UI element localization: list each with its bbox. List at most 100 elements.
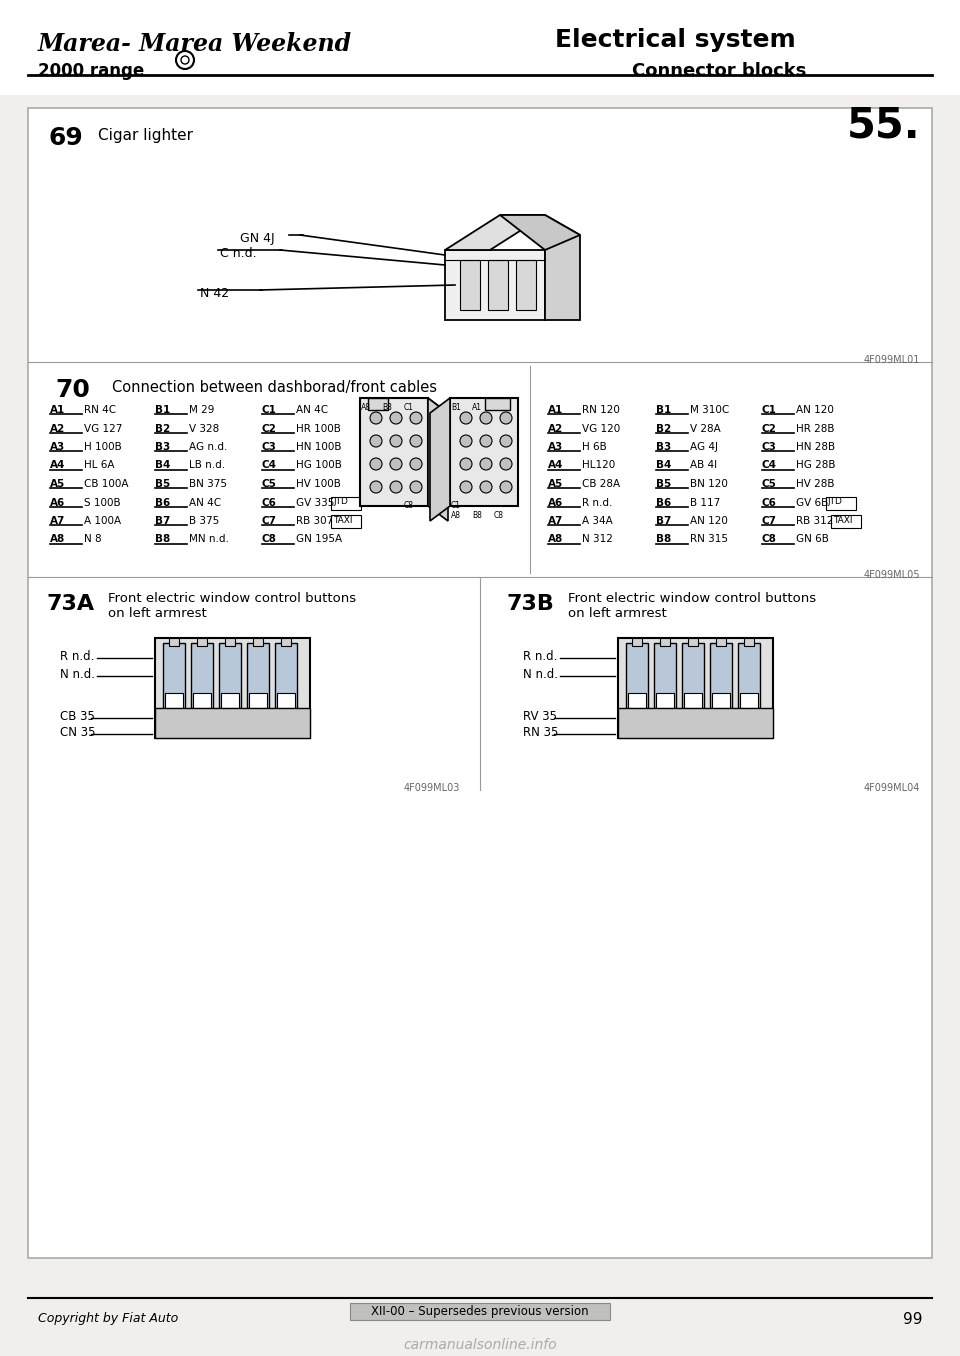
Text: B1: B1	[155, 405, 170, 415]
Circle shape	[480, 481, 492, 494]
Bar	[618, 639, 773, 738]
Text: C3: C3	[262, 442, 276, 452]
Text: 69: 69	[48, 126, 83, 151]
Bar	[163, 643, 185, 708]
Text: B2: B2	[656, 423, 671, 434]
Text: RV 35: RV 35	[523, 711, 557, 723]
Text: H 100B: H 100B	[84, 442, 122, 452]
Bar	[247, 643, 269, 708]
Bar	[450, 399, 518, 506]
Text: B8: B8	[656, 534, 671, 545]
Text: H 6B: H 6B	[582, 442, 607, 452]
Circle shape	[500, 458, 512, 471]
Text: HG 28B: HG 28B	[796, 461, 835, 471]
Text: N 8: N 8	[84, 534, 102, 545]
Text: A4: A4	[50, 461, 65, 471]
Text: AN 4C: AN 4C	[189, 498, 221, 507]
Polygon shape	[488, 260, 508, 311]
Bar	[331, 496, 361, 510]
Bar	[277, 693, 295, 708]
Text: Electrical system: Electrical system	[555, 28, 796, 52]
Circle shape	[460, 412, 472, 424]
Bar	[618, 708, 773, 738]
Bar	[249, 693, 267, 708]
Text: GV 335: GV 335	[296, 498, 334, 507]
Circle shape	[410, 481, 422, 494]
Text: HV 100B: HV 100B	[296, 479, 341, 490]
Text: A8: A8	[451, 511, 461, 519]
Text: B2: B2	[155, 423, 170, 434]
Bar	[656, 693, 674, 708]
Text: XII-00 – Supersedes previous version: XII-00 – Supersedes previous version	[372, 1304, 588, 1318]
Text: HL 6A: HL 6A	[84, 461, 114, 471]
Bar	[684, 693, 702, 708]
Text: C3: C3	[762, 442, 777, 452]
Text: B1: B1	[656, 405, 671, 415]
Text: C1: C1	[451, 500, 461, 510]
Text: C n.d.: C n.d.	[220, 247, 256, 260]
Circle shape	[500, 435, 512, 447]
Circle shape	[480, 458, 492, 471]
Text: M 310C: M 310C	[690, 405, 730, 415]
Text: CB 28A: CB 28A	[582, 479, 620, 490]
Bar	[716, 639, 726, 645]
Text: AN 120: AN 120	[690, 517, 728, 526]
Bar	[165, 693, 183, 708]
Polygon shape	[368, 399, 388, 410]
Circle shape	[480, 435, 492, 447]
Bar	[0, 0, 960, 95]
Text: Front electric window control buttons
on left armrest: Front electric window control buttons on…	[568, 593, 816, 620]
Text: AG n.d.: AG n.d.	[189, 442, 228, 452]
Text: B 375: B 375	[189, 517, 219, 526]
Text: B7: B7	[155, 517, 170, 526]
Text: A4: A4	[548, 461, 564, 471]
Bar	[660, 639, 670, 645]
Text: B3: B3	[656, 442, 671, 452]
Text: VG 127: VG 127	[84, 423, 122, 434]
Bar	[738, 643, 760, 708]
Text: B1: B1	[451, 403, 461, 412]
Bar	[28, 108, 932, 1258]
Text: N n.d.: N n.d.	[60, 669, 95, 681]
Text: BN 375: BN 375	[189, 479, 227, 490]
Bar	[740, 693, 758, 708]
Bar	[331, 515, 361, 527]
Text: VG 120: VG 120	[582, 423, 620, 434]
Bar	[682, 643, 704, 708]
Text: Front electric window control buttons
on left armrest: Front electric window control buttons on…	[108, 593, 356, 620]
Bar	[193, 693, 211, 708]
Text: RN 315: RN 315	[690, 534, 728, 545]
Text: A2: A2	[548, 423, 564, 434]
Text: HG 100B: HG 100B	[296, 461, 342, 471]
Text: M 29: M 29	[189, 405, 214, 415]
Text: carmanualsonline.info: carmanualsonline.info	[403, 1338, 557, 1352]
Text: C7: C7	[762, 517, 777, 526]
Circle shape	[370, 481, 382, 494]
Text: V 328: V 328	[189, 423, 219, 434]
Text: 4F099ML01: 4F099ML01	[864, 355, 920, 365]
Text: C6: C6	[762, 498, 777, 507]
Bar	[281, 639, 291, 645]
Text: B8: B8	[472, 511, 482, 519]
Circle shape	[390, 481, 402, 494]
Text: A3: A3	[50, 442, 65, 452]
Text: HN 100B: HN 100B	[296, 442, 342, 452]
Text: B3: B3	[155, 442, 170, 452]
Text: C1: C1	[762, 405, 777, 415]
Text: B6: B6	[656, 498, 671, 507]
Text: 99: 99	[902, 1313, 922, 1328]
Text: N 42: N 42	[200, 287, 229, 300]
Text: CN 35: CN 35	[60, 725, 95, 739]
Text: GV 6B: GV 6B	[796, 498, 828, 507]
Text: AB 4I: AB 4I	[690, 461, 717, 471]
Polygon shape	[516, 260, 536, 311]
Bar	[632, 639, 642, 645]
Text: B7: B7	[656, 517, 671, 526]
Circle shape	[370, 412, 382, 424]
Text: A7: A7	[548, 517, 564, 526]
Circle shape	[480, 412, 492, 424]
Text: RN 120: RN 120	[582, 405, 620, 415]
Text: LB n.d.: LB n.d.	[189, 461, 226, 471]
Bar	[219, 643, 241, 708]
Bar	[654, 643, 676, 708]
